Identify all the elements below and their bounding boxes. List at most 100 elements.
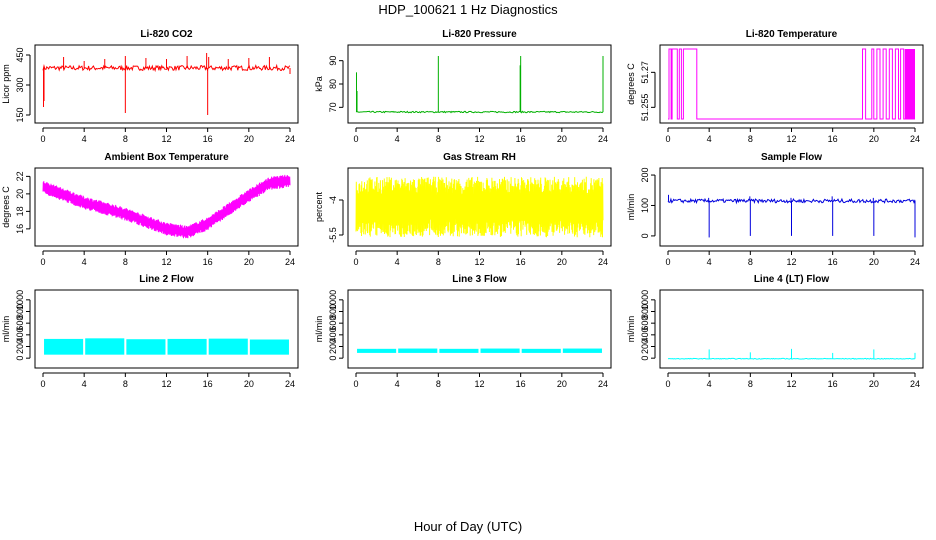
x-tick-label: 0 [665, 257, 670, 267]
y-tick-label: 100 [640, 198, 650, 213]
x-tick-label: 12 [161, 379, 171, 389]
x-tick-label: 16 [203, 134, 213, 144]
x-tick-label: 12 [161, 257, 171, 267]
x-tick-label: 4 [707, 379, 712, 389]
y-tick-label: 70 [328, 102, 338, 112]
x-tick-label: 20 [244, 257, 254, 267]
panel-title: Ambient Box Temperature [104, 152, 229, 163]
x-tick-label: 12 [786, 257, 796, 267]
x-axis: 0 4 8 12 16 20 24 [40, 250, 295, 267]
panel-title: Li-820 Temperature [746, 29, 838, 40]
y-tick-label: -4 [328, 196, 338, 204]
x-tick-label: 12 [474, 379, 484, 389]
plot-frame [347, 167, 612, 247]
y-axis: 70 80 90 kPa [314, 56, 344, 112]
panel-title: Line 2 Flow [139, 274, 194, 285]
x-tick-label: 20 [869, 134, 879, 144]
flow-segment [44, 338, 84, 355]
y-tick-label: 20 [15, 189, 25, 199]
x-tick-label: 20 [557, 134, 567, 144]
x-tick-label: 0 [40, 134, 45, 144]
plot-frame [34, 44, 299, 124]
x-tick-label: 8 [123, 257, 128, 267]
panel-title: Li-820 Pressure [442, 29, 517, 40]
y-tick-label: 51.255 [640, 94, 650, 122]
y-tick-label: 1000 [640, 290, 650, 310]
x-tick-label: 16 [828, 379, 838, 389]
y-tick-label: 90 [328, 56, 338, 66]
flow-segment [167, 338, 207, 355]
y-tick-label: 800 [640, 304, 650, 319]
y-tick-label: 600 [15, 316, 25, 331]
plot-frame [34, 167, 299, 247]
y-tick-label: 300 [15, 77, 25, 92]
panel-title: Line 3 Flow [452, 274, 507, 285]
flow-segment [208, 338, 248, 355]
y-tick-label: 0 [640, 233, 650, 238]
x-tick-label: 12 [786, 134, 796, 144]
x-tick-label: 0 [40, 257, 45, 267]
x-axis: 0 4 8 12 16 20 24 [665, 127, 920, 144]
y-axis-label: ml/min [314, 316, 324, 343]
x-tick-label: 4 [395, 379, 400, 389]
plot-frame [659, 289, 924, 369]
x-tick-label: 4 [395, 134, 400, 144]
y-axis: 51.255 51.27 degrees C [626, 61, 656, 122]
x-tick-label: 24 [285, 134, 295, 144]
x-tick-label: 24 [285, 379, 295, 389]
x-tick-label: 16 [828, 257, 838, 267]
y-axis-label: ml/min [626, 316, 636, 343]
y-tick-label: 22 [15, 171, 25, 181]
x-tick-label: 16 [828, 134, 838, 144]
y-tick-label: 150 [15, 107, 25, 122]
flow-segment [480, 348, 520, 353]
x-tick-label: 8 [123, 379, 128, 389]
y-tick-label: 800 [15, 304, 25, 319]
flow-segment [398, 348, 438, 353]
plot-frame [347, 289, 612, 369]
x-tick-label: 8 [123, 134, 128, 144]
y-tick-label: 1000 [15, 290, 25, 310]
y-tick-label: 450 [15, 47, 25, 62]
y-tick-label: 0 [640, 356, 650, 361]
series-0 [42, 53, 291, 115]
y-tick-label: 1000 [328, 290, 338, 310]
x-axis: 0 4 8 12 16 20 24 [353, 250, 608, 267]
flow-segment [439, 348, 479, 353]
y-tick-label: 400 [328, 327, 338, 342]
series-3 [42, 174, 291, 239]
y-tick-label: 600 [640, 316, 650, 331]
y-tick-label: 200 [640, 168, 650, 183]
y-tick-label: 18 [15, 206, 25, 216]
y-axis-label: ml/min [1, 316, 11, 343]
x-tick-label: 4 [395, 257, 400, 267]
x-tick-label: 24 [598, 134, 608, 144]
x-tick-label: 24 [910, 379, 920, 389]
x-tick-label: 16 [203, 379, 213, 389]
x-tick-label: 4 [82, 257, 87, 267]
flow-segment [85, 338, 125, 355]
series-line [355, 176, 604, 238]
x-tick-label: 8 [748, 257, 753, 267]
x-tick-label: 0 [353, 134, 358, 144]
flow-segment [357, 348, 397, 353]
x-tick-label: 12 [161, 134, 171, 144]
panel-title: Line 4 (LT) Flow [754, 274, 830, 285]
x-tick-label: 16 [516, 134, 526, 144]
y-tick-label: 200 [328, 339, 338, 354]
y-tick-label: 200 [640, 339, 650, 354]
x-tick-label: 20 [557, 257, 567, 267]
y-tick-label: 80 [328, 79, 338, 89]
series-4 [355, 176, 604, 238]
x-tick-label: 20 [244, 134, 254, 144]
y-tick-label: 0 [15, 356, 25, 361]
y-tick-label: 800 [328, 304, 338, 319]
y-tick-label: 400 [640, 327, 650, 342]
plot-frame [34, 289, 299, 369]
series-line [668, 48, 915, 120]
y-axis-label: ml/min [626, 194, 636, 221]
